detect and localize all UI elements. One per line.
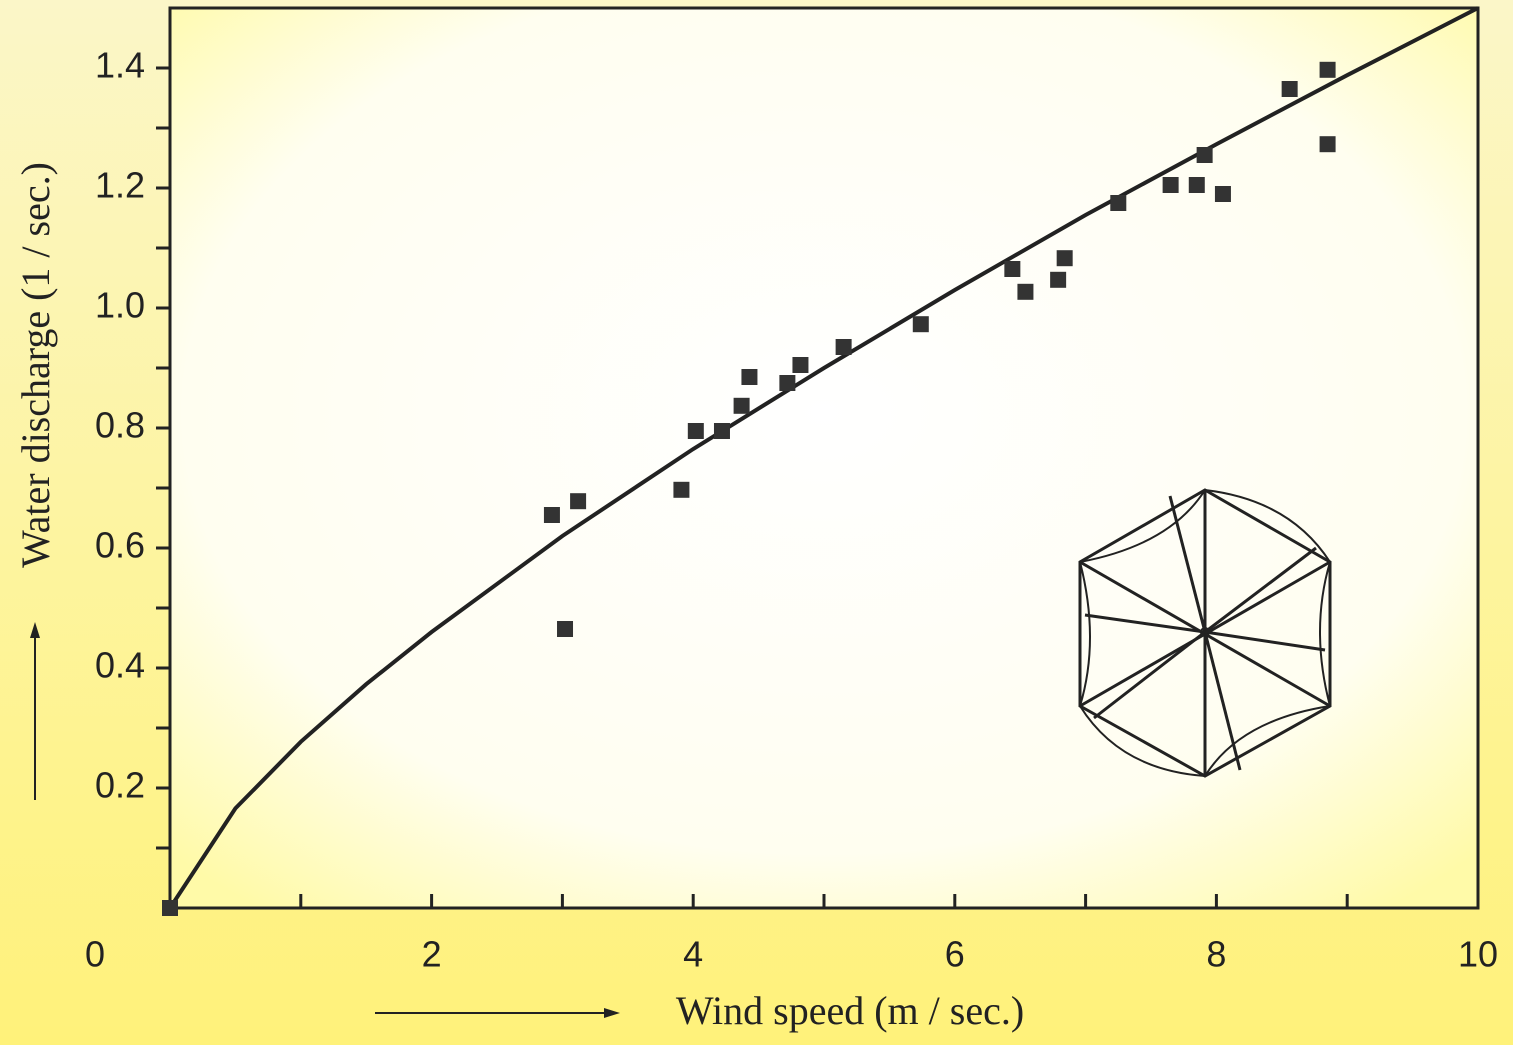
data-point (1197, 147, 1213, 163)
data-point (913, 316, 929, 332)
data-point (544, 507, 560, 523)
y-tick-label: 1.2 (95, 165, 145, 206)
y-tick-label: 1.4 (95, 45, 145, 86)
data-point (1163, 177, 1179, 193)
data-point (1189, 177, 1205, 193)
y-tick-label: 0.6 (95, 525, 145, 566)
x-tick-label: 2 (422, 934, 442, 975)
data-point (673, 482, 689, 498)
data-point (1050, 272, 1066, 288)
y-tick-label: 0.4 (95, 645, 145, 686)
x-tick-label: 4 (683, 934, 703, 975)
x-axis-label: Wind speed (m / sec.) (676, 988, 1024, 1033)
data-point (1282, 81, 1298, 97)
y-axis-label: Water discharge (1 / sec.) (13, 162, 58, 568)
data-point (741, 369, 757, 385)
data-point (792, 357, 808, 373)
data-point (1110, 195, 1126, 211)
y-tick-label: 0.8 (95, 405, 145, 446)
y-tick-label: 0.2 (95, 765, 145, 806)
data-point (1320, 62, 1336, 78)
data-point (1215, 186, 1231, 202)
data-point (779, 375, 795, 391)
data-point (688, 423, 704, 439)
chart: Wind speed (m / sec.) Water discharge (1… (0, 0, 1513, 1045)
data-point (570, 493, 586, 509)
x-tick-label: 0 (85, 934, 105, 975)
x-tick-label: 6 (945, 934, 965, 975)
data-point (1320, 136, 1336, 152)
data-point (1004, 261, 1020, 277)
data-point (1017, 284, 1033, 300)
x-tick-label: 8 (1206, 934, 1226, 975)
data-point (1057, 250, 1073, 266)
data-point (734, 398, 750, 414)
y-tick-label: 1.0 (95, 285, 145, 326)
plot-area (170, 8, 1478, 908)
data-point (714, 423, 730, 439)
x-tick-label: 10 (1458, 934, 1498, 975)
data-point (836, 339, 852, 355)
data-point (557, 621, 573, 637)
data-point (162, 900, 178, 916)
